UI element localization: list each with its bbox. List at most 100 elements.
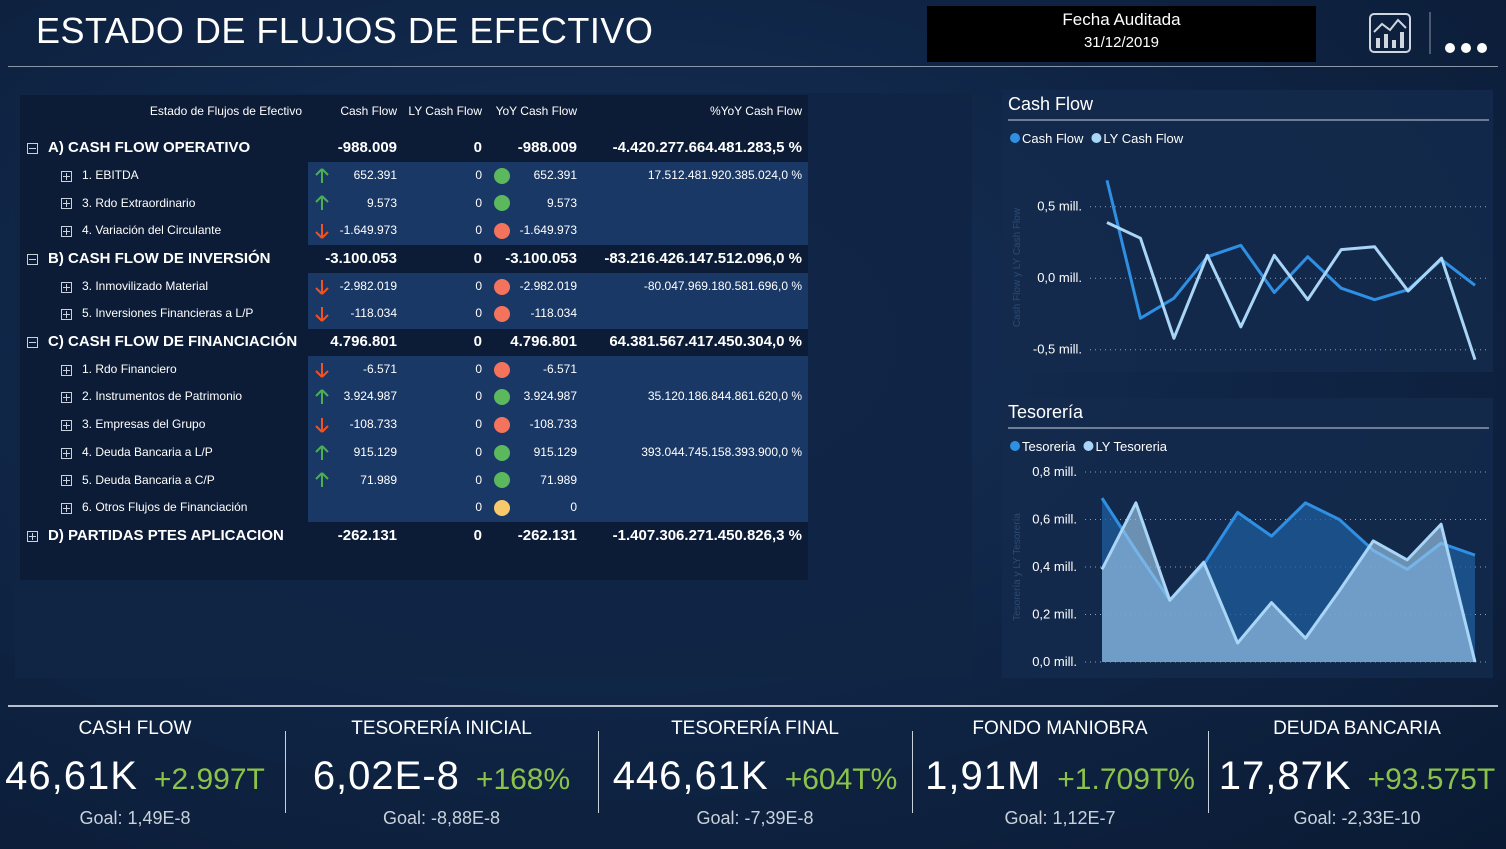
row-label: 3. Empresas del Grupo bbox=[82, 417, 206, 432]
expand-icon[interactable] bbox=[61, 309, 72, 321]
cell-value: 3.924.987 bbox=[343, 389, 397, 404]
arrow-shape bbox=[315, 195, 329, 211]
cell-value: -1.649.973 bbox=[519, 223, 577, 238]
y-tick-label: 0,0 mill. bbox=[1032, 654, 1077, 669]
legend-marker bbox=[1010, 133, 1020, 143]
kpi-goal: Goal: 1,49E-8 bbox=[79, 808, 191, 828]
y-axis-label: Cash Flow y LY Cash Flow bbox=[1012, 207, 1023, 327]
column-header: LY Cash Flow bbox=[408, 104, 482, 118]
status-dot bbox=[494, 278, 510, 295]
cell-value: 0 bbox=[473, 139, 482, 157]
trend-arrow bbox=[315, 418, 329, 433]
kpi-change: +2.997T bbox=[153, 763, 265, 796]
series-line bbox=[1105, 179, 1476, 320]
legend-marker bbox=[1010, 441, 1020, 451]
card-divider bbox=[285, 731, 286, 813]
y-tick-label: 0,0 mill. bbox=[1037, 270, 1082, 285]
toolbar-icons[interactable] bbox=[1366, 10, 1496, 56]
kpi-card: TESORERÍA INICIAL 6,02E-8 +168% Goal: -8,88… bbox=[285, 705, 598, 849]
trend-arrow bbox=[315, 195, 329, 211]
row-label: 1. Rdo Financiero bbox=[82, 361, 177, 376]
cell-value: 4.796.801 bbox=[330, 333, 397, 351]
row-highlight bbox=[308, 466, 808, 495]
cell-value: 0 bbox=[475, 361, 482, 376]
expand-icon[interactable] bbox=[61, 198, 72, 210]
chart-title: Tesorería bbox=[1008, 402, 1084, 422]
cell-value: 652.391 bbox=[353, 167, 397, 182]
kpi-card: FONDO MANIOBRA 1,91M +1.709T% Goal: 1,12E-7 bbox=[912, 705, 1208, 849]
cell-value: 0 bbox=[475, 167, 482, 182]
expand-icon[interactable] bbox=[61, 447, 72, 459]
collapse-icon[interactable] bbox=[27, 253, 38, 265]
page-title: ESTADO DE FLUJOS DE EFECTIVO bbox=[36, 10, 654, 51]
status-dot bbox=[494, 361, 510, 378]
cell-value: -988.009 bbox=[517, 139, 577, 157]
cell-value: 0 bbox=[570, 500, 577, 515]
row-label: 6. Otros Flujos de Financiación bbox=[82, 500, 248, 515]
date-box: Fecha Auditada 31/12/2019 bbox=[927, 6, 1316, 62]
kpi-value: 446,61K bbox=[612, 754, 769, 798]
cell-value: -1.407.306.271.450.826,3 % bbox=[612, 526, 802, 544]
tesoreria-chart: Tesorería Tesoreria LY Tesoreria Tesorería … bbox=[1008, 402, 1489, 669]
arrow-shape bbox=[315, 472, 329, 488]
cell-value: 71.989 bbox=[360, 472, 397, 487]
expand-icon[interactable] bbox=[61, 364, 72, 376]
trend-arrow bbox=[315, 362, 329, 378]
card-divider bbox=[1208, 731, 1209, 813]
collapse-icon[interactable] bbox=[27, 143, 38, 154]
chart-panel bbox=[1002, 90, 1493, 372]
row-label: 3. Inmovilizado Material bbox=[82, 278, 209, 293]
card-divider bbox=[912, 731, 913, 813]
expand-icon[interactable] bbox=[61, 226, 72, 238]
arrow-shape bbox=[315, 444, 329, 460]
column-header: YoY Cash Flow bbox=[495, 104, 577, 118]
trend-arrow bbox=[315, 279, 329, 295]
collapse-icon[interactable] bbox=[27, 336, 38, 348]
cell-value: 0 bbox=[475, 500, 482, 515]
cell-value: 393.044.745.158.393.900,0 % bbox=[641, 444, 802, 459]
icon-bar bbox=[66, 422, 67, 429]
y-axis-label: Tesorería y LY Tesorería bbox=[1012, 513, 1023, 621]
status-dot bbox=[494, 167, 510, 184]
row-label: 2. Instrumentos de Patrimonio bbox=[82, 389, 243, 404]
kpi-goal: Goal: 1,12E-7 bbox=[1004, 808, 1116, 828]
cell-value: 71.989 bbox=[540, 472, 577, 487]
y-tick-label: 0,6 mill. bbox=[1032, 512, 1077, 527]
expand-icon[interactable] bbox=[61, 475, 72, 487]
y-tick-label: 0,5 mill. bbox=[1037, 199, 1082, 214]
collapse-icon[interactable] bbox=[27, 530, 38, 542]
kpi-line: 6,02E-8 +168% bbox=[285, 754, 598, 800]
status-dot bbox=[494, 195, 510, 212]
cell-value: -2.982.019 bbox=[519, 278, 577, 293]
column-header: Cash Flow bbox=[340, 104, 397, 118]
trend-arrow bbox=[315, 224, 329, 239]
trend-arrow bbox=[315, 472, 329, 488]
cell-value: 0 bbox=[475, 306, 482, 321]
row-label: 4. Variación del Circulante bbox=[82, 223, 222, 238]
date-label: Fecha Auditada bbox=[1062, 10, 1181, 29]
legend-label: Tesoreria bbox=[1022, 439, 1076, 454]
row-highlight bbox=[308, 438, 808, 468]
cell-value: 0 bbox=[475, 278, 482, 293]
card-divider bbox=[598, 731, 599, 813]
expand-icon[interactable] bbox=[61, 170, 72, 182]
expand-icon[interactable] bbox=[61, 392, 72, 404]
legend-label: LY Cash Flow bbox=[1103, 131, 1183, 146]
expand-icon[interactable] bbox=[61, 420, 72, 431]
expand-icon[interactable] bbox=[61, 281, 72, 293]
cash-flow-chart: Cash Flow Cash Flow LY Cash Flow Cash Flow … bbox=[1008, 94, 1489, 361]
kpi-rule bbox=[8, 705, 1498, 707]
cell-value: -4.420.277.664.481.283,5 % bbox=[612, 139, 802, 157]
arrow-shape bbox=[315, 224, 329, 239]
expand-icon[interactable] bbox=[61, 503, 72, 515]
cell-value: 9.573 bbox=[546, 195, 577, 210]
trend-arrow bbox=[315, 444, 329, 460]
trend-arrow bbox=[315, 167, 329, 183]
date-value: 31/12/2019 bbox=[1083, 34, 1160, 51]
cell-value: 64.381.567.417.450.304,0 % bbox=[609, 333, 802, 351]
icon-bar bbox=[66, 477, 67, 485]
y-tick-label: 0,2 mill. bbox=[1032, 607, 1077, 622]
cell-value: -988.009 bbox=[337, 139, 397, 157]
row-highlight bbox=[308, 300, 808, 329]
